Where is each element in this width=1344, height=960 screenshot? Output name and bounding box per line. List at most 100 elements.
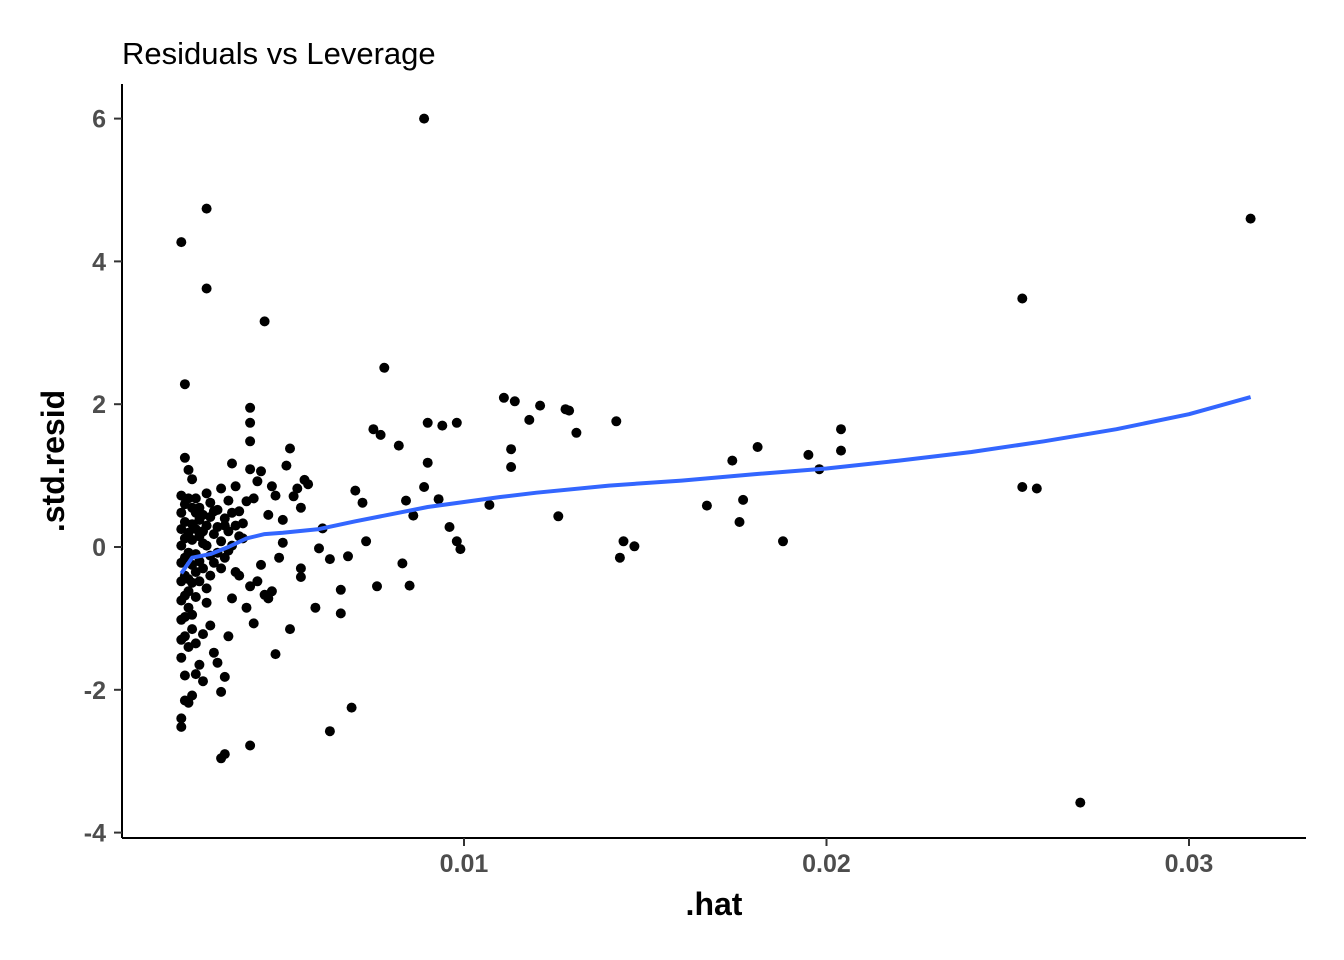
data-point: [241, 602, 252, 613]
data-point: [285, 443, 295, 454]
data-point: [506, 444, 517, 455]
data-point: [803, 449, 814, 460]
data-point: [274, 552, 285, 563]
data-point: [176, 652, 187, 663]
data-point: [611, 416, 622, 427]
y-axis-ticks: 6 4 2 0 -2 -4: [84, 106, 122, 848]
data-point: [422, 417, 433, 428]
data-point: [372, 581, 382, 592]
data-point: [259, 316, 270, 327]
data-point: [201, 597, 212, 608]
data-point: [219, 513, 230, 524]
data-point: [216, 483, 227, 494]
data-point: [259, 589, 270, 600]
data-point: [176, 237, 187, 248]
x-tick-label: 0.02: [802, 850, 851, 878]
data-point: [408, 510, 419, 521]
data-point: [227, 593, 237, 604]
data-point: [205, 497, 216, 508]
data-point: [194, 576, 205, 587]
data-point: [179, 452, 190, 463]
data-point: [295, 502, 306, 513]
data-point: [190, 507, 201, 518]
data-point: [404, 580, 415, 591]
data-point: [212, 657, 223, 668]
data-point: [176, 634, 187, 645]
data-point: [198, 676, 208, 687]
data-point: [738, 494, 749, 505]
data-point: [451, 417, 462, 428]
data-point: [176, 713, 187, 724]
data-point: [179, 670, 190, 681]
data-point: [393, 440, 404, 451]
data-point: [379, 362, 390, 373]
chart-title: Residuals vs Leverage: [122, 36, 436, 71]
data-point: [252, 576, 263, 587]
data-point: [444, 522, 455, 532]
data-point: [216, 686, 227, 697]
data-point: [187, 690, 198, 701]
data-point: [190, 493, 201, 504]
data-point: [564, 405, 575, 416]
y-tick-label: -2: [84, 677, 106, 705]
data-point: [270, 490, 281, 501]
data-point: [1017, 293, 1028, 304]
data-point: [310, 602, 321, 613]
data-point: [484, 499, 495, 510]
data-point: [183, 493, 194, 504]
data-point: [176, 614, 187, 625]
x-axis-ticks: 0.01 0.02 0.03: [440, 838, 1214, 878]
data-point: [350, 485, 361, 496]
data-point: [190, 592, 201, 602]
data-point: [183, 527, 194, 538]
data-point: [230, 567, 241, 577]
data-point: [252, 476, 263, 487]
data-point: [208, 647, 219, 658]
data-point: [343, 551, 353, 562]
data-point: [419, 113, 430, 124]
data-point: [299, 474, 310, 485]
data-point: [433, 494, 444, 505]
data-point: [183, 464, 194, 475]
data-point: [216, 563, 227, 574]
data-point: [281, 460, 292, 471]
data-point: [701, 500, 712, 511]
data-point: [1075, 797, 1086, 808]
data-point: [419, 482, 430, 492]
data-point: [324, 554, 335, 565]
data-point: [187, 624, 198, 635]
data-point: [183, 642, 194, 652]
data-point: [335, 584, 346, 595]
data-point: [245, 417, 256, 428]
data-point: [295, 572, 306, 582]
data-point: [219, 749, 230, 760]
data-point: [266, 481, 277, 492]
data-point: [201, 540, 212, 551]
data-point: [190, 669, 201, 680]
data-point: [277, 514, 288, 525]
data-point: [455, 544, 466, 555]
data-point: [401, 495, 411, 506]
data-point: [335, 608, 346, 619]
data-point: [176, 507, 187, 518]
data-point: [324, 726, 335, 737]
data-point: [727, 455, 738, 466]
data-point: [227, 458, 237, 469]
y-tick-label: 2: [92, 391, 106, 419]
data-point: [198, 563, 208, 574]
data-point: [179, 590, 190, 601]
x-tick-label: 0.03: [1165, 850, 1214, 878]
data-point: [187, 519, 198, 530]
x-axis-title: .hat: [686, 886, 743, 922]
data-point: [223, 495, 234, 506]
data-point: [223, 526, 234, 537]
data-point: [361, 536, 372, 547]
data-point: [734, 517, 745, 527]
data-point: [179, 379, 190, 390]
data-point: [1017, 482, 1028, 492]
data-point: [295, 563, 306, 574]
data-point: [1031, 483, 1042, 494]
data-point: [256, 559, 266, 570]
data-point: [183, 602, 194, 613]
data-point: [368, 424, 379, 435]
